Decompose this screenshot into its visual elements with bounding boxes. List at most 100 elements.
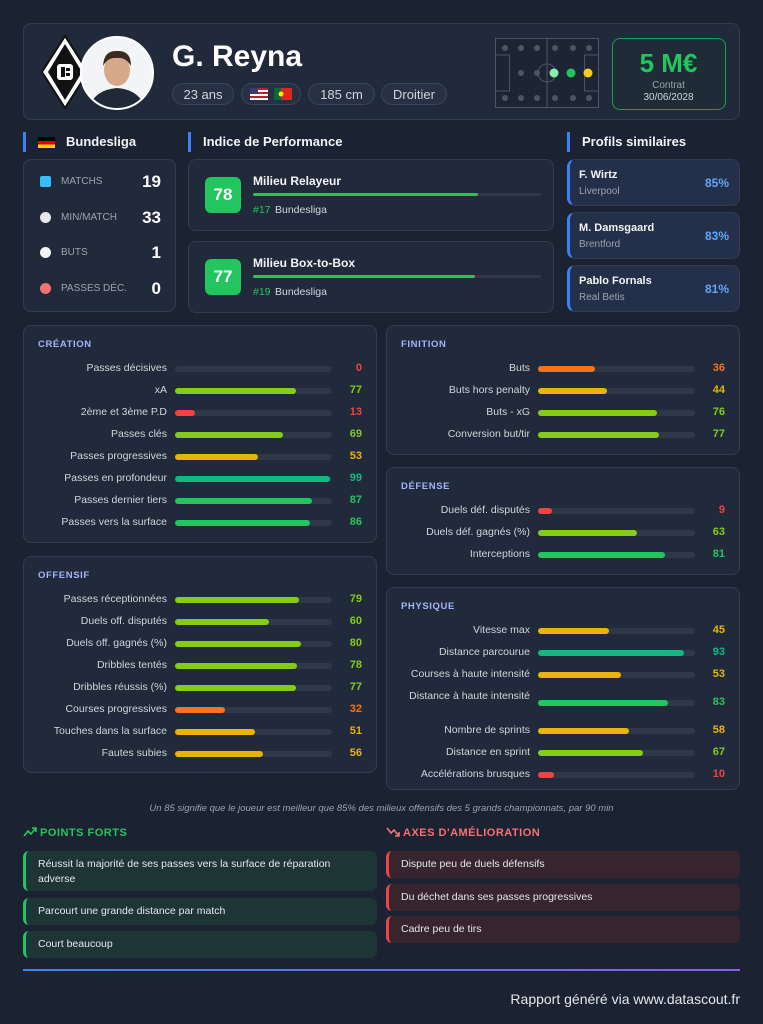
metric-track (538, 552, 695, 558)
metric-label: Passes progressives (70, 450, 167, 462)
market-value-box: 5 M€ Contrat 30/06/2028 (612, 38, 726, 110)
similar-score: 83% (704, 229, 729, 243)
stat-value: 0 (151, 279, 161, 299)
section-title: DÉFENSE (401, 481, 451, 492)
metric-label: xA (154, 384, 167, 396)
trend-up-icon (23, 827, 37, 837)
similar-club: Liverpool (579, 186, 620, 197)
metric-bar (538, 650, 684, 656)
metric-bar (538, 552, 666, 558)
performance-rank: #19 (253, 286, 271, 298)
flag-portugal (274, 88, 292, 100)
metric-value: 77 (349, 681, 362, 693)
divider (23, 969, 740, 971)
metric-bar (175, 432, 284, 438)
metric-label: Nombre de sprints (444, 724, 530, 736)
metric-track (175, 619, 332, 625)
player-name: G. Reyna (172, 40, 303, 73)
metric-value: 53 (712, 668, 725, 680)
metric-label: Distance à haute intensité (409, 690, 530, 702)
metric-label: Passes en profondeur (64, 472, 167, 484)
metric-value: 93 (712, 646, 725, 658)
metric-bar (538, 366, 595, 372)
performance-score: 78 (205, 177, 241, 213)
flag-germany (38, 137, 55, 148)
similar-card (567, 159, 740, 206)
metric-value: 53 (349, 450, 362, 462)
footer-credit: Rapport généré via www.datascout.fr (510, 991, 740, 1007)
performance-rank: #17 (253, 204, 271, 216)
performance-score: 77 (205, 259, 241, 295)
strength-item: Court beaucoup (23, 931, 377, 958)
metric-track (175, 498, 332, 504)
league-heading: Bundesliga (23, 132, 136, 152)
stat-icon (40, 211, 51, 223)
improvement-item: Dispute peu de duels défensifs (386, 851, 740, 878)
improvements-title: AXES D'AMÉLIORATION (403, 827, 541, 839)
metric-label: Duels déf. gagnés (%) (426, 526, 530, 538)
metric-track (175, 432, 332, 438)
metric-label: Dribbles réussis (%) (73, 681, 167, 693)
foot-chip: Droitier (381, 83, 447, 105)
metric-bar (538, 750, 644, 756)
metric-value: 80 (349, 637, 362, 649)
metric-value: 69 (349, 428, 362, 440)
metric-track (538, 530, 695, 536)
performance-league: Bundesliga (275, 204, 327, 216)
metric-value: 79 (349, 593, 362, 605)
stat-value: 1 (151, 243, 161, 263)
stat-icon (40, 283, 51, 295)
metric-track (175, 751, 332, 757)
metric-bar (538, 772, 554, 778)
metric-track (175, 388, 332, 394)
metric-track (538, 432, 695, 438)
metric-label: Passes vers la surface (61, 516, 167, 528)
metric-track (175, 597, 332, 603)
similar-card (567, 212, 740, 259)
performance-role: Milieu Relayeur (253, 174, 342, 188)
section-title: FINITION (401, 339, 447, 350)
metric-label: Touches dans la surface (53, 725, 167, 737)
position-pitch (495, 38, 599, 108)
metric-value: 10 (712, 768, 725, 780)
metric-value: 13 (349, 406, 362, 418)
metric-label: Buts (508, 362, 530, 374)
metric-track (175, 685, 332, 691)
similar-club: Brentford (579, 239, 621, 250)
similar-name: Pablo Fornals (579, 275, 652, 287)
metric-bar (175, 685, 296, 691)
height-chip: 185 cm (308, 83, 375, 105)
improvement-item: Cadre peu de tirs (386, 916, 740, 943)
metric-label: Passes dernier tiers (74, 494, 167, 506)
metric-label: Fautes subies (101, 747, 167, 759)
metric-value: 56 (349, 747, 362, 759)
metric-value: 9 (718, 504, 725, 516)
metric-value: 86 (349, 516, 362, 528)
performance-track (253, 275, 541, 278)
metric-value: 32 (349, 703, 362, 715)
stat-label: BUTS (61, 247, 88, 259)
stat-label: MIN/MATCH (61, 211, 117, 223)
metric-bar (175, 729, 256, 735)
metric-label: Passes décisives (86, 362, 167, 374)
metric-bar (175, 410, 196, 416)
metric-label: Buts - xG (486, 406, 530, 418)
section-title: PHYSIQUE (401, 601, 455, 612)
metric-bar (175, 520, 311, 526)
footnote: Un 85 signifie que le joueur est meilleu… (149, 803, 614, 814)
metric-value: 67 (712, 746, 725, 758)
contract-date: 30/06/2028 (643, 92, 694, 103)
metric-label: Courses progressives (65, 703, 167, 715)
metric-bar (175, 619, 270, 625)
metric-track (175, 366, 332, 372)
metric-label: Buts hors penalty (448, 384, 530, 396)
performance-track (253, 193, 541, 196)
metric-bar (175, 597, 300, 603)
metric-bar (538, 432, 659, 438)
metric-value: 36 (712, 362, 725, 374)
metric-value: 45 (712, 624, 725, 636)
metric-value: 60 (349, 615, 362, 627)
similar-card (567, 265, 740, 312)
metric-label: Accélérations brusques (420, 768, 530, 780)
